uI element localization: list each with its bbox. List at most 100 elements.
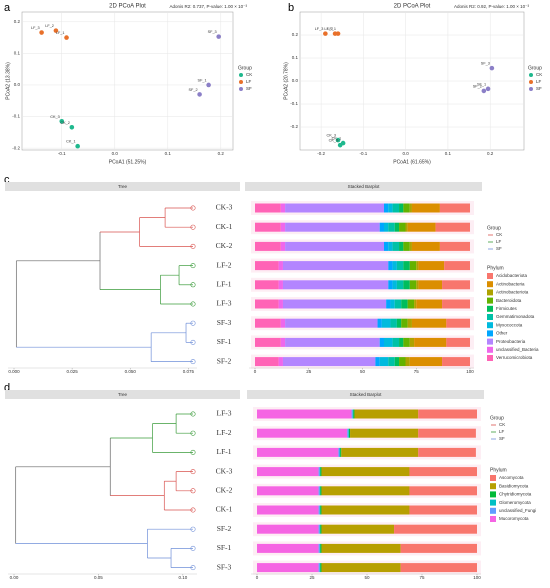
- point-label: LF_1: [327, 27, 336, 31]
- bar-segment: [278, 261, 283, 271]
- bar-segment: [285, 337, 380, 347]
- leaf-label: CK-1: [216, 222, 233, 231]
- bar-segment: [392, 261, 397, 271]
- point: [489, 65, 495, 71]
- point-label: SF_2: [189, 88, 198, 92]
- bar-segment: [350, 428, 419, 438]
- legend-swatch: [490, 516, 496, 522]
- x-tick-label: 0.2: [487, 151, 494, 156]
- bar-segment: [348, 428, 349, 438]
- bar-segment: [401, 318, 408, 328]
- panel-label: d: [4, 382, 10, 394]
- legend-swatch: [529, 80, 533, 84]
- bar-segment: [321, 467, 410, 477]
- x-tick-label: 100: [466, 369, 474, 374]
- legend-label: Ascomycota: [499, 475, 524, 480]
- bar-segment: [394, 299, 402, 309]
- bar-segment: [400, 543, 477, 553]
- bar-segment: [280, 241, 286, 251]
- legend-swatch: [529, 87, 533, 91]
- x-tick-label: 0.00: [10, 575, 19, 580]
- bar-segment: [446, 337, 470, 347]
- bar-segment: [255, 337, 281, 347]
- leaf-label: SF-3: [217, 318, 232, 327]
- bar-segment: [280, 337, 286, 347]
- leaf-label: CK-2: [216, 486, 233, 495]
- bar-segment: [257, 428, 348, 438]
- bar-segment: [403, 280, 410, 290]
- bar-segment: [319, 486, 321, 496]
- x-tick-label: 0.025: [66, 369, 78, 374]
- bar-segment: [319, 467, 321, 477]
- bar-segment: [318, 467, 320, 477]
- bar-segment: [278, 280, 283, 290]
- point: [335, 137, 341, 143]
- legend-label: Proteobacteria: [496, 339, 526, 344]
- bar-segment: [396, 280, 404, 290]
- bar-segment: [409, 280, 417, 290]
- bar-segment: [319, 563, 321, 573]
- leaf-node: [190, 449, 196, 455]
- bar-segment: [285, 241, 384, 251]
- legend-title: Phylum: [487, 265, 504, 271]
- leaf-node: [190, 320, 196, 326]
- x-tick-label: 0.0: [112, 151, 119, 156]
- bar-segment: [416, 280, 419, 290]
- bar-segment: [321, 524, 395, 534]
- legend-label: SF: [536, 86, 542, 91]
- point-label: CK_3: [327, 134, 337, 138]
- x-axis-label: PCoA1 (61.65%): [393, 159, 431, 165]
- leaf-node: [190, 359, 196, 365]
- bar-segment: [285, 203, 384, 213]
- leaf-node: [190, 263, 196, 269]
- legend-label: CK: [499, 422, 505, 427]
- bar-segment: [390, 318, 397, 328]
- panel-header-title: Tree: [118, 392, 128, 397]
- panel-label: b: [288, 2, 294, 14]
- leaf-node: [190, 282, 196, 288]
- bar-segment: [353, 409, 355, 419]
- bar-segment: [399, 357, 406, 367]
- legend-label: SF: [499, 436, 505, 441]
- point-label: SF_2: [473, 84, 482, 88]
- x-tick-label: 0.10: [178, 575, 187, 580]
- bar-segment: [318, 543, 320, 553]
- x-tick-label: 25: [306, 369, 312, 374]
- bar-segment: [278, 299, 283, 309]
- bar-segment: [255, 357, 279, 367]
- point-label: LF_3: [315, 27, 324, 31]
- point: [481, 88, 487, 94]
- legend-swatch: [490, 499, 496, 506]
- bar-segment: [418, 409, 477, 419]
- legend-swatch: [490, 491, 496, 498]
- x-tick-label: 0.05: [94, 575, 103, 580]
- leaf-node: [190, 243, 196, 249]
- bar-segment: [392, 241, 400, 251]
- legend-label: Firmicutes: [496, 306, 518, 311]
- x-tick-label: 0: [256, 575, 259, 580]
- panel-header: [5, 182, 240, 191]
- point-label: LF_2: [324, 27, 333, 31]
- bar-segment: [282, 280, 389, 290]
- point-label: LF_2: [45, 24, 54, 28]
- legend-label: Basidiomycota: [499, 483, 529, 488]
- y-axis-label: PCoA2 (20.78%): [283, 62, 289, 100]
- point: [197, 92, 202, 97]
- legend-label: Actinobacteriota: [496, 290, 529, 295]
- point-label: LF_3: [31, 26, 40, 30]
- bar-segment: [257, 467, 319, 477]
- bar-segment: [285, 318, 378, 328]
- leaf-node: [190, 565, 196, 571]
- bar-segment: [416, 261, 419, 271]
- bar-segment: [390, 299, 395, 309]
- legend-label: unclassified_Bacteria: [496, 347, 539, 352]
- bar-segment: [405, 222, 408, 232]
- point-label: CK_3: [50, 115, 60, 119]
- point: [323, 31, 328, 36]
- bar-segment: [320, 505, 322, 515]
- bar-segment: [442, 357, 470, 367]
- x-tick-label: 0.075: [183, 369, 195, 374]
- bar-segment: [403, 203, 410, 213]
- bar-segment: [257, 563, 319, 573]
